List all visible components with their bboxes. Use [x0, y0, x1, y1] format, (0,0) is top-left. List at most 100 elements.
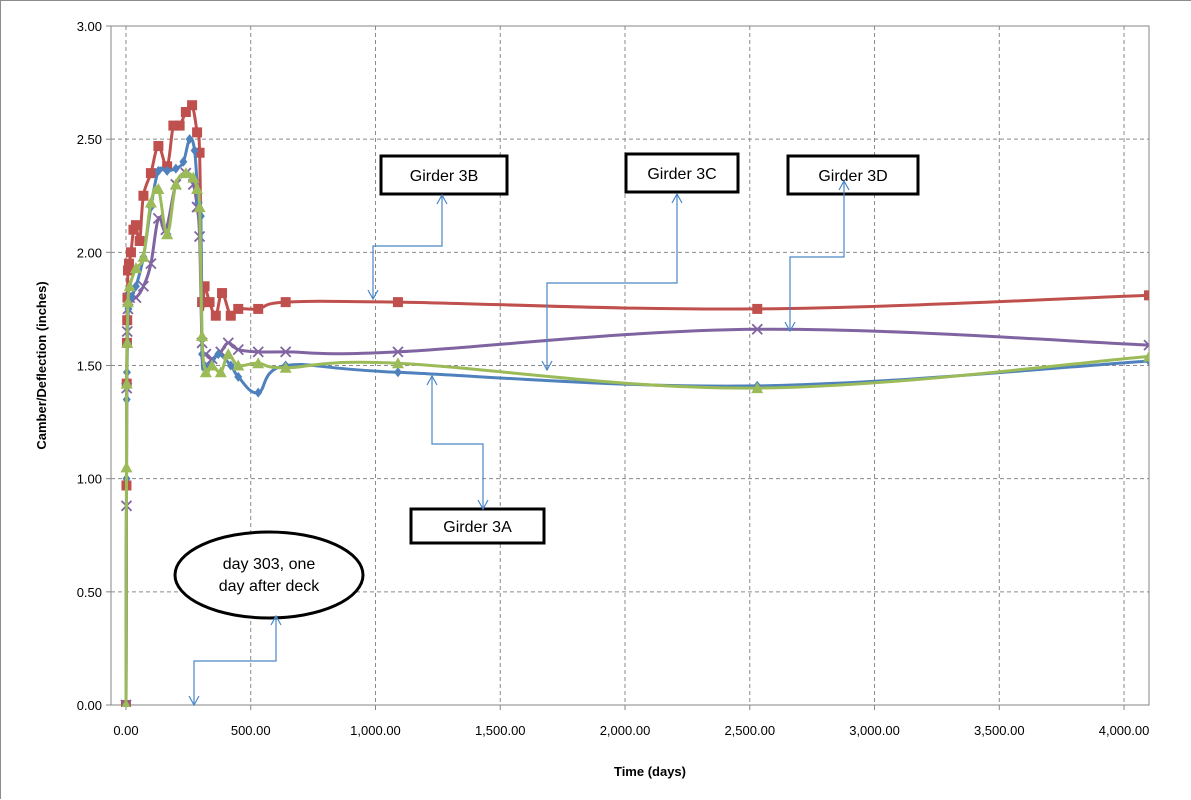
arrow-head [436, 193, 448, 205]
data-point [152, 182, 165, 194]
callout-label: Girder 3B [410, 168, 478, 185]
data-point [168, 120, 179, 131]
data-point [1143, 339, 1149, 351]
arrow-head [188, 695, 200, 707]
data-point [194, 147, 205, 158]
callout-box [786, 154, 920, 196]
data-point [137, 280, 150, 292]
callout-girder-3d: Girder 3D [784, 154, 920, 333]
x-tick-label: 0.00 [113, 723, 138, 738]
callout-connector [431, 376, 484, 509]
data-point [180, 107, 191, 118]
data-point [130, 220, 141, 231]
data-point [185, 134, 194, 145]
data-point [252, 357, 265, 369]
data-point [226, 360, 235, 371]
data-point [393, 367, 402, 378]
data-point [222, 348, 235, 360]
callout-connector [789, 181, 845, 331]
callout-box [379, 154, 509, 196]
data-point [144, 196, 157, 208]
data-point [253, 303, 264, 314]
data-point [123, 258, 134, 269]
data-point [222, 337, 234, 349]
callout-connector [193, 616, 277, 705]
data-point [751, 382, 764, 394]
data-point [191, 182, 204, 194]
data-point [121, 296, 134, 308]
callout-girder-3a-box: Girder 3A [409, 507, 546, 545]
callout-label-line-2: day after deck [219, 578, 321, 595]
callout-connector [546, 194, 678, 370]
data-point [163, 165, 172, 176]
arrow-head [671, 192, 683, 204]
y-tick-label: 3.00 [77, 19, 102, 34]
data-point [174, 120, 185, 131]
callout-ellipse [173, 530, 365, 620]
data-point [391, 357, 404, 369]
series-layer [120, 100, 1149, 707]
data-point [120, 461, 133, 473]
data-point [179, 156, 188, 167]
arrow-head [270, 614, 282, 626]
data-point [210, 310, 221, 321]
x-tick-label: 2,000.00 [600, 723, 651, 738]
arrow-head [541, 360, 553, 372]
data-point [280, 297, 291, 308]
data-point [120, 377, 133, 389]
data-point [129, 262, 142, 274]
data-point [280, 346, 292, 358]
data-point [123, 280, 136, 292]
data-point [199, 281, 210, 292]
data-point [214, 349, 223, 360]
data-point [233, 303, 244, 314]
y-tick-label: 1.00 [77, 472, 102, 487]
data-point [252, 346, 264, 358]
data-point [192, 127, 203, 138]
callout-box [409, 507, 546, 545]
grid [111, 26, 1149, 705]
data-point [187, 100, 198, 111]
annotations: Girder 3B Girder 3C Girder 3D Girder 3A day … [173, 152, 920, 707]
data-point [225, 310, 236, 321]
series-4 [120, 167, 1149, 707]
callout-label: Girder 3D [818, 168, 887, 185]
y-tick-label: 0.50 [77, 585, 102, 600]
data-point [171, 163, 180, 174]
y-tick-label: 1.50 [77, 359, 102, 374]
data-point [254, 387, 263, 398]
data-point [154, 165, 163, 176]
data-point [204, 297, 215, 308]
data-point [206, 359, 219, 371]
data-point [169, 178, 182, 190]
x-tick-label: 4,000.00 [1099, 723, 1150, 738]
y-axis-title: Camber/Deflection (inches) [34, 281, 49, 449]
callout-girder-3c-box: Girder 3C [624, 152, 740, 194]
callout-girder-3b-box: Girder 3B [379, 154, 509, 196]
data-point [121, 699, 131, 707]
callout-girder-3b: Girder 3B [367, 154, 509, 301]
data-point [122, 265, 133, 276]
data-point [121, 336, 134, 348]
data-point [234, 371, 243, 382]
data-point [232, 344, 244, 356]
data-point [196, 330, 209, 342]
data-point [179, 167, 192, 179]
arrow-head [838, 179, 850, 191]
data-point [145, 168, 156, 179]
callout-girder-3d-box: Girder 3D [786, 154, 920, 196]
data-point [138, 190, 149, 201]
x-axis-title: Time (days) [614, 764, 686, 779]
data-point [161, 228, 174, 240]
arrow-head [784, 321, 796, 333]
callout-label: Girder 3C [647, 166, 716, 183]
data-point [752, 303, 763, 314]
x-tick-label: 3,000.00 [849, 723, 900, 738]
arrow-head [477, 499, 489, 511]
y-tick-label: 2.00 [77, 245, 102, 260]
callout-connector [372, 195, 443, 299]
data-point [279, 361, 292, 373]
data-point [1144, 290, 1149, 301]
callout-day-303: day 303, one day after deck [173, 530, 365, 707]
data-point [193, 201, 206, 213]
